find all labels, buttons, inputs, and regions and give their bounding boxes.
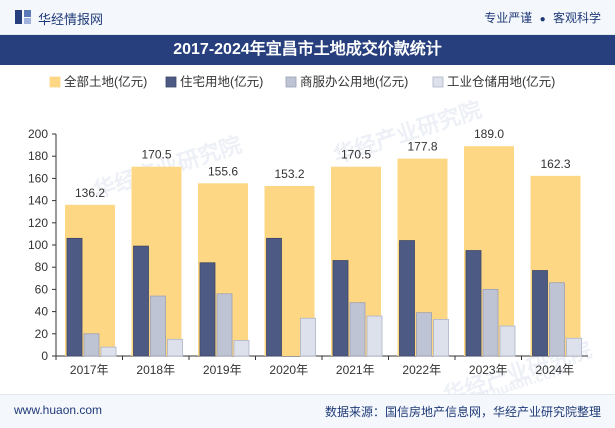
- data-label-total: 155.6: [208, 164, 238, 178]
- bar-series-3: [499, 325, 516, 357]
- x-tick-label: 2020年: [269, 363, 308, 377]
- huajing-logo-icon: [15, 10, 31, 24]
- bar-series-1: [266, 237, 282, 357]
- bar-series-1: [532, 270, 548, 357]
- bar-series-1: [332, 260, 349, 357]
- tag-professional: 专业严谨: [484, 11, 533, 25]
- legend-swatch: [165, 76, 177, 88]
- bar-series-2: [482, 288, 499, 357]
- chart-title: 2017-2024年宜昌市土地成交价款统计: [0, 35, 615, 65]
- bar-series-2: [150, 295, 166, 357]
- data-label-total: 136.2: [75, 186, 105, 200]
- bar-series-3: [566, 337, 582, 357]
- bar-chart: 全部土地(亿元) 住宅用地(亿元) 商服办公用地(亿元) 工业仓储用地(亿元) 0 20 4…: [28, 74, 588, 377]
- y-tick-label: 0: [41, 349, 48, 363]
- tag-objective: 客观科学: [552, 11, 601, 25]
- bar-series-2: [549, 282, 565, 357]
- x-tick-label: 2021年: [336, 363, 375, 377]
- legend-swatch: [49, 76, 61, 88]
- bar-series-2: [349, 302, 366, 357]
- x-tick-label: 2024年: [535, 363, 574, 377]
- bottom-bar: www.huaon.com 数据来源：国信房地产信息网，华经产业研究院整理: [0, 394, 615, 428]
- data-label-total: 177.8: [407, 140, 437, 154]
- y-tick-label: 80: [35, 260, 49, 274]
- bar-series-1: [199, 262, 216, 357]
- legend-label: 商服办公用地(亿元): [300, 74, 408, 89]
- bar-series-3: [366, 315, 383, 357]
- bar-series-2: [83, 333, 100, 357]
- bar-series-1: [399, 240, 415, 357]
- legend-label: 工业仓储用地(亿元): [447, 74, 555, 89]
- data-source-note: 数据来源：国信房地产信息网，华经产业研究院整理: [324, 405, 601, 419]
- y-tick-label: 60: [35, 282, 49, 296]
- bar-series-1: [133, 245, 149, 357]
- bullet-icon: ●: [539, 14, 546, 25]
- x-tick-label: 2023年: [469, 363, 508, 377]
- y-tick-label: 120: [28, 216, 48, 230]
- data-label-total: 170.5: [341, 148, 371, 162]
- bar-series-3: [300, 317, 316, 357]
- y-tick-label: 200: [28, 127, 48, 141]
- y-tick-label: 180: [28, 149, 48, 163]
- y-tick-label: 40: [35, 305, 49, 319]
- x-tick-label: 2018年: [136, 363, 175, 377]
- x-tick-label: 2017年: [70, 363, 109, 377]
- x-tick-label: 2022年: [402, 363, 441, 377]
- bar-series-2: [416, 312, 432, 357]
- legend-label: 全部土地(亿元): [64, 74, 147, 89]
- y-tick-label: 160: [28, 171, 48, 185]
- data-label-total: 189.0: [474, 127, 504, 141]
- header-tags: 专业严谨 ● 客观科学: [484, 9, 601, 26]
- legend-label: 住宅用地(亿元): [180, 74, 263, 89]
- brand-name: 华经情报网: [38, 12, 104, 27]
- website-link[interactable]: www.huaon.com: [14, 403, 103, 417]
- legend-swatch: [432, 76, 444, 88]
- x-tick-label: 2019年: [203, 363, 242, 377]
- top-bar: 华经情报网 专业严谨 ● 客观科学: [0, 0, 615, 35]
- y-tick-label: 100: [28, 238, 48, 252]
- data-label-total: 153.2: [274, 167, 304, 181]
- y-tick-label: 20: [35, 327, 49, 341]
- legend-swatch: [285, 76, 297, 88]
- bar-series-3: [233, 340, 250, 357]
- data-label-total: 170.5: [141, 148, 171, 162]
- bar-series-3: [167, 338, 183, 357]
- bar-series-3: [100, 346, 117, 357]
- y-tick-label: 140: [28, 194, 48, 208]
- data-label-total: 162.3: [540, 157, 570, 171]
- bar-series-3: [433, 318, 449, 357]
- bar-series-1: [465, 250, 482, 357]
- bar-series-1: [66, 237, 83, 357]
- bar-series-2: [216, 293, 233, 357]
